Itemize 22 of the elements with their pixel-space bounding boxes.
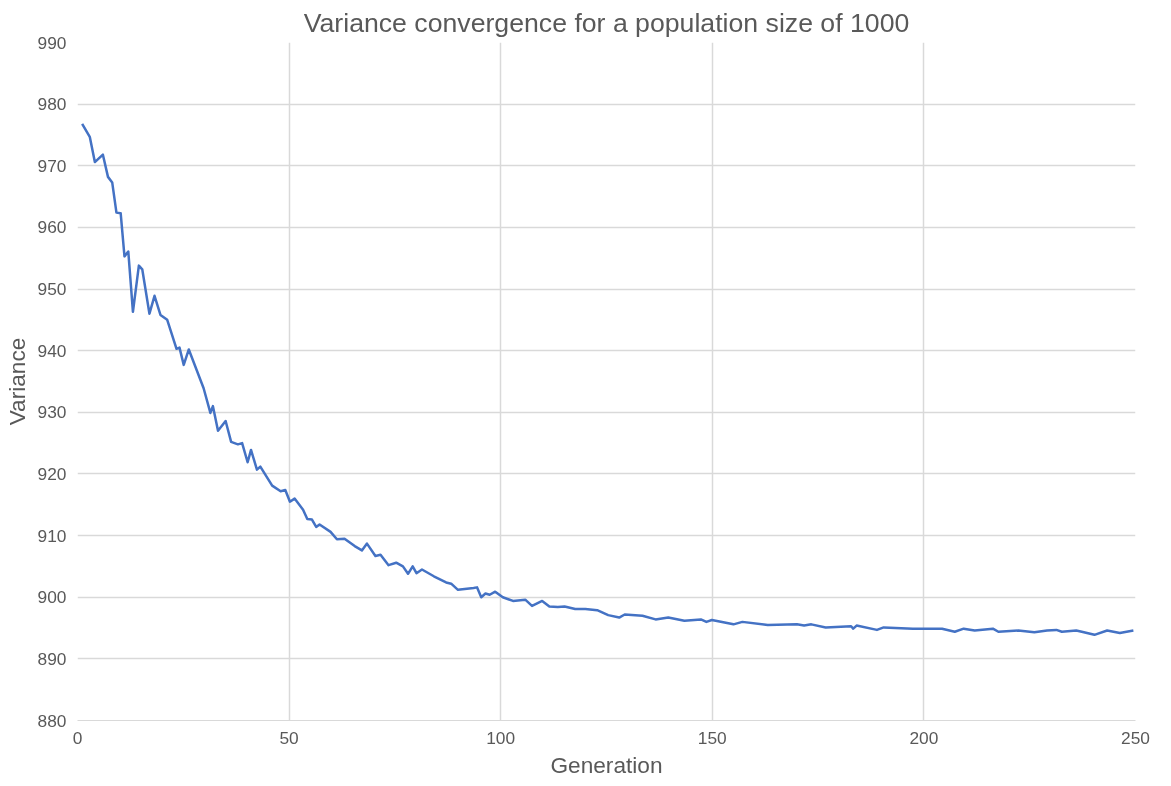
- y-tick-label: 910: [37, 525, 67, 546]
- y-tick-label: 900: [37, 587, 67, 608]
- x-tick-label: 200: [909, 727, 939, 748]
- x-tick-label: 0: [72, 727, 83, 748]
- x-tick-label: 150: [697, 727, 727, 748]
- y-tick-label: 960: [37, 217, 67, 238]
- y-tick-label: 920: [37, 463, 67, 484]
- y-tick-label: 980: [37, 94, 67, 115]
- y-axis-title: Variance: [3, 337, 30, 426]
- x-axis-title: Generation: [550, 751, 663, 778]
- y-tick-label: 950: [37, 279, 67, 300]
- y-tick-label: 970: [37, 155, 67, 176]
- line-series: [80, 122, 1135, 637]
- y-tick-label: 930: [37, 402, 67, 423]
- x-tick-label: 50: [279, 727, 299, 748]
- y-tick-label: 990: [37, 32, 67, 53]
- y-tick-label: 940: [37, 340, 67, 361]
- y-tick-label: 890: [37, 648, 67, 669]
- chart-title: Variance convergence for a population size of 1000: [303, 7, 910, 38]
- x-tick-label: 100: [486, 727, 516, 748]
- x-tick-label: 250: [1121, 727, 1150, 748]
- y-tick-label: 880: [37, 710, 67, 731]
